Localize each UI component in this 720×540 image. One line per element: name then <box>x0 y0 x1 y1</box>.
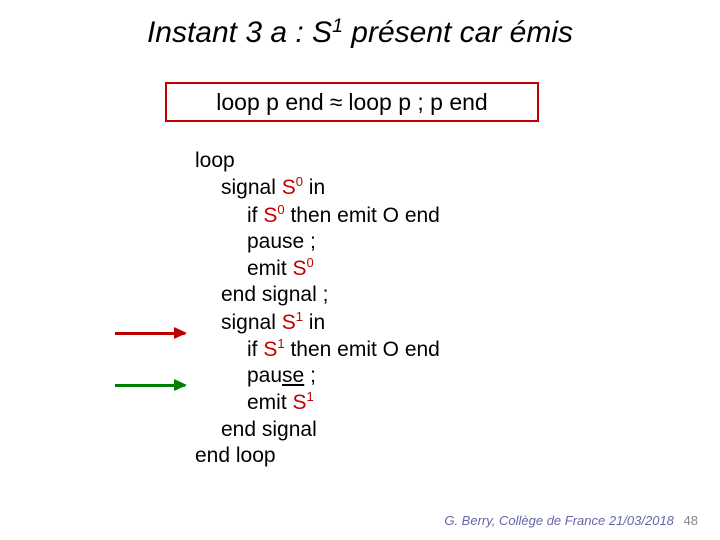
code-line: loop <box>195 148 440 174</box>
code-line: end signal ; <box>221 282 440 308</box>
arrow-green <box>115 384 185 387</box>
title-suffix: présent car émis <box>343 16 573 49</box>
code-line: pause ; <box>247 229 440 255</box>
page-number: 48 <box>684 513 698 528</box>
slide-title: Instant 3 a : S1 présent car émis <box>0 14 720 50</box>
code-line: emit S0 <box>247 255 440 282</box>
equiv-rhs: loop p ; p end <box>348 89 487 116</box>
equiv-op: ≈ <box>330 89 343 116</box>
code-line: if S1 then emit O end <box>247 336 440 363</box>
footer: G. Berry, Collège de France 21/03/2018 4… <box>444 513 698 528</box>
arrow-red <box>115 332 185 335</box>
slide: Instant 3 a : S1 présent car émis loop p… <box>0 0 720 540</box>
equiv-lhs: loop p end <box>216 89 323 116</box>
code-line: signal S1 in <box>221 309 440 336</box>
footer-text: G. Berry, Collège de France 21/03/2018 <box>444 513 674 528</box>
code-line: signal S0 in <box>221 174 440 201</box>
code-line: emit S1 <box>247 389 440 416</box>
code-line: if S0 then emit O end <box>247 202 440 229</box>
equivalence-box: loop p end ≈ loop p ; p end <box>165 82 539 122</box>
code-block: loopsignal S0 inif S0 then emit O endpau… <box>195 148 440 469</box>
title-prefix: Instant 3 a : S <box>147 16 332 49</box>
code-line: end loop <box>195 443 440 469</box>
code-line: end signal <box>221 417 440 443</box>
code-line: pause ; <box>247 363 440 389</box>
title-superscript: 1 <box>332 15 343 37</box>
